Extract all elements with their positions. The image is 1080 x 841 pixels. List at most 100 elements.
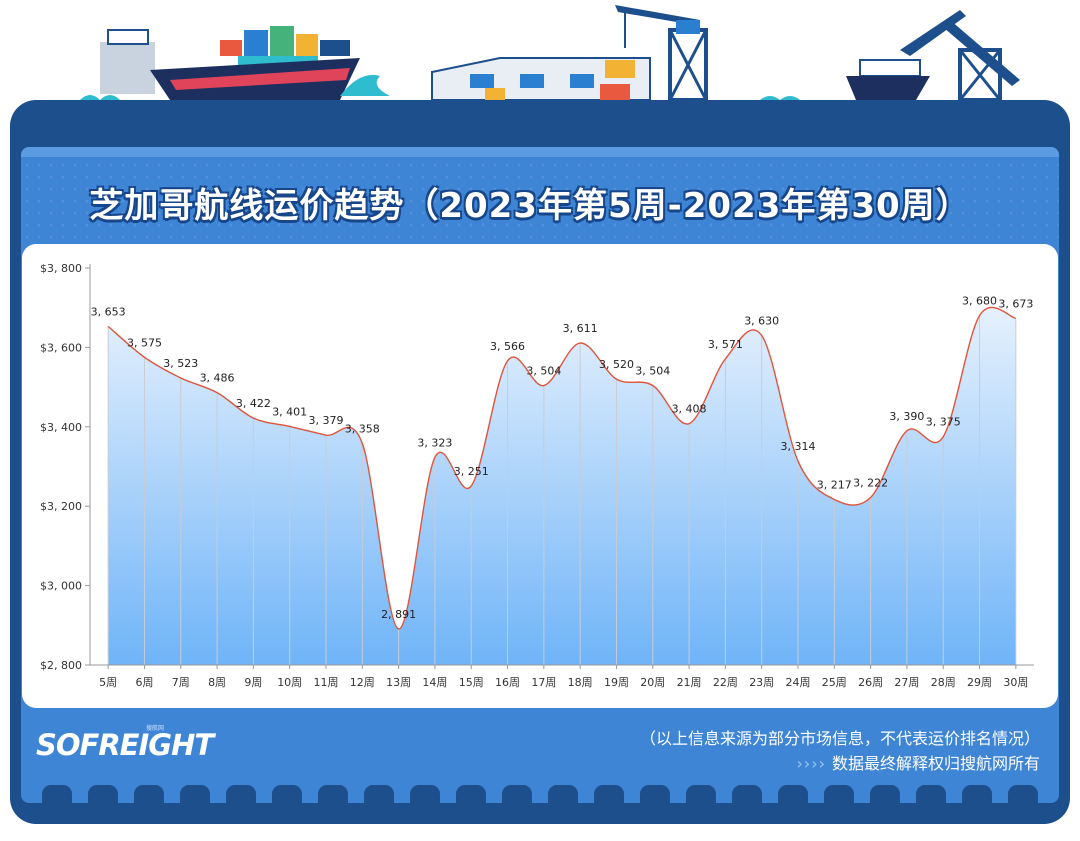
scallop-tab (686, 785, 716, 807)
data-label: 3, 401 (272, 405, 307, 418)
scallop-tab (410, 785, 440, 807)
data-label: 3, 673 (998, 297, 1033, 310)
crane-icon (615, 5, 708, 102)
price-trend-chart: $2, 800 $3, 000 $3, 200 $3, 400 $3, 600 $3, 8… (40, 262, 1034, 689)
y-tick-label: $3, 400 (40, 421, 82, 434)
x-tick-label: 11周 (314, 676, 339, 689)
scallop-tab (88, 785, 118, 807)
data-label: 3, 653 (91, 305, 126, 318)
scallop-tab (318, 785, 348, 807)
data-label: 3, 217 (817, 478, 852, 491)
x-tick-label: 5周 (99, 676, 117, 689)
series-area (108, 307, 1016, 665)
data-label: 3, 630 (744, 314, 779, 327)
y-tick-label: $3, 600 (40, 341, 82, 354)
data-label: 3, 566 (490, 340, 525, 353)
scallop-tab (778, 785, 808, 807)
scallop-tab (456, 785, 486, 807)
header-illustration (80, 5, 1020, 102)
x-tick-label: 21周 (677, 676, 702, 689)
series-line (107, 306, 1017, 630)
copyright-text: 数据最终解释权归搜航网所有 (831, 754, 1040, 773)
data-label: 2, 891 (381, 608, 416, 621)
data-label: 3, 390 (889, 410, 924, 423)
data-label: 3, 571 (708, 338, 743, 351)
x-tick-label: 24周 (786, 676, 811, 689)
dropline-layer (107, 315, 1017, 665)
data-label: 3, 523 (163, 357, 198, 370)
chevron-arrows-icon: ›››› (796, 754, 826, 773)
data-label: 3, 314 (781, 440, 816, 453)
scallop-tab (548, 785, 578, 807)
top-stripe (21, 147, 1059, 157)
data-label: 3, 520 (599, 358, 634, 371)
data-label: 3, 358 (345, 422, 380, 435)
dot-pattern (21, 147, 1059, 242)
scallop-tab (732, 785, 762, 807)
warehouse-icon (431, 57, 651, 101)
scallop-tab (502, 785, 532, 807)
area-layer (108, 307, 1016, 665)
scallop-tab (916, 785, 946, 807)
y-tick-label: $2, 800 (40, 659, 82, 672)
data-label: 3, 222 (853, 476, 888, 489)
sofreight-logo: SOFREIGHT (36, 728, 214, 762)
scallop-tab (134, 785, 164, 807)
data-label: 3, 680 (962, 295, 997, 308)
x-tick-label: 7周 (172, 676, 190, 689)
x-tick-label: 23周 (749, 676, 774, 689)
x-tick-label: 26周 (858, 676, 883, 689)
data-label: 3, 504 (526, 365, 561, 378)
x-tick-label: 28周 (931, 676, 956, 689)
x-tick-label: 29周 (967, 676, 992, 689)
port-crane-icon (900, 10, 1020, 102)
x-tick-label: 30周 (1003, 676, 1028, 689)
x-tick-label: 8周 (208, 676, 226, 689)
y-tick-label: $3, 000 (40, 580, 82, 593)
scallop-tab (42, 785, 72, 807)
axes-layer: $2, 800 $3, 000 $3, 200 $3, 400 $3, 600 $3, 8… (40, 262, 1034, 689)
x-tick-label: 22周 (713, 676, 738, 689)
x-tick-label: 15周 (459, 676, 484, 689)
data-label: 3, 323 (417, 436, 452, 449)
x-tick-label: 20周 (640, 676, 665, 689)
x-tick-label: 12周 (350, 676, 375, 689)
x-tick-label: 14周 (422, 676, 447, 689)
cruise-ship-icon (760, 59, 930, 100)
data-label: 3, 422 (236, 397, 271, 410)
scallop-tab (364, 785, 394, 807)
x-tick-label: 6周 (135, 676, 153, 689)
data-label: 3, 379 (309, 414, 344, 427)
cargo-ship-icon (80, 26, 390, 100)
y-tick-label: $3, 800 (40, 262, 82, 275)
scallop-tab (1008, 785, 1038, 807)
data-label: 3, 251 (454, 465, 489, 478)
scallop-tab (272, 785, 302, 807)
x-tick-label: 16周 (495, 676, 520, 689)
data-label: 3, 408 (672, 403, 707, 416)
x-tick-label: 25周 (822, 676, 847, 689)
scallop-tab (594, 785, 624, 807)
scallop-tab (824, 785, 854, 807)
x-tick-label: 27周 (894, 676, 919, 689)
data-label: 3, 575 (127, 336, 162, 349)
x-tick-label: 9周 (244, 676, 262, 689)
logo-subtitle: 搜航网 (146, 725, 165, 732)
data-label: 3, 375 (926, 416, 961, 429)
source-disclaimer: （以上信息来源为部分市场信息，不代表运价排名情况） (639, 729, 1040, 748)
scallop-tab (870, 785, 900, 807)
scallop-tab (962, 785, 992, 807)
data-label: 3, 504 (635, 365, 670, 378)
scallop-tab (180, 785, 210, 807)
data-label: 3, 486 (200, 372, 235, 385)
x-tick-label: 18周 (568, 676, 593, 689)
y-tick-label: $3, 200 (40, 500, 82, 513)
x-tick-label: 10周 (277, 676, 302, 689)
x-tick-label: 19周 (604, 676, 629, 689)
scallop-tab (226, 785, 256, 807)
x-tick-label: 17周 (531, 676, 556, 689)
copyright-notice: ›››› 数据最终解释权归搜航网所有 (796, 750, 1040, 774)
x-tick-label: 13周 (386, 676, 411, 689)
data-label: 3, 611 (563, 322, 598, 335)
